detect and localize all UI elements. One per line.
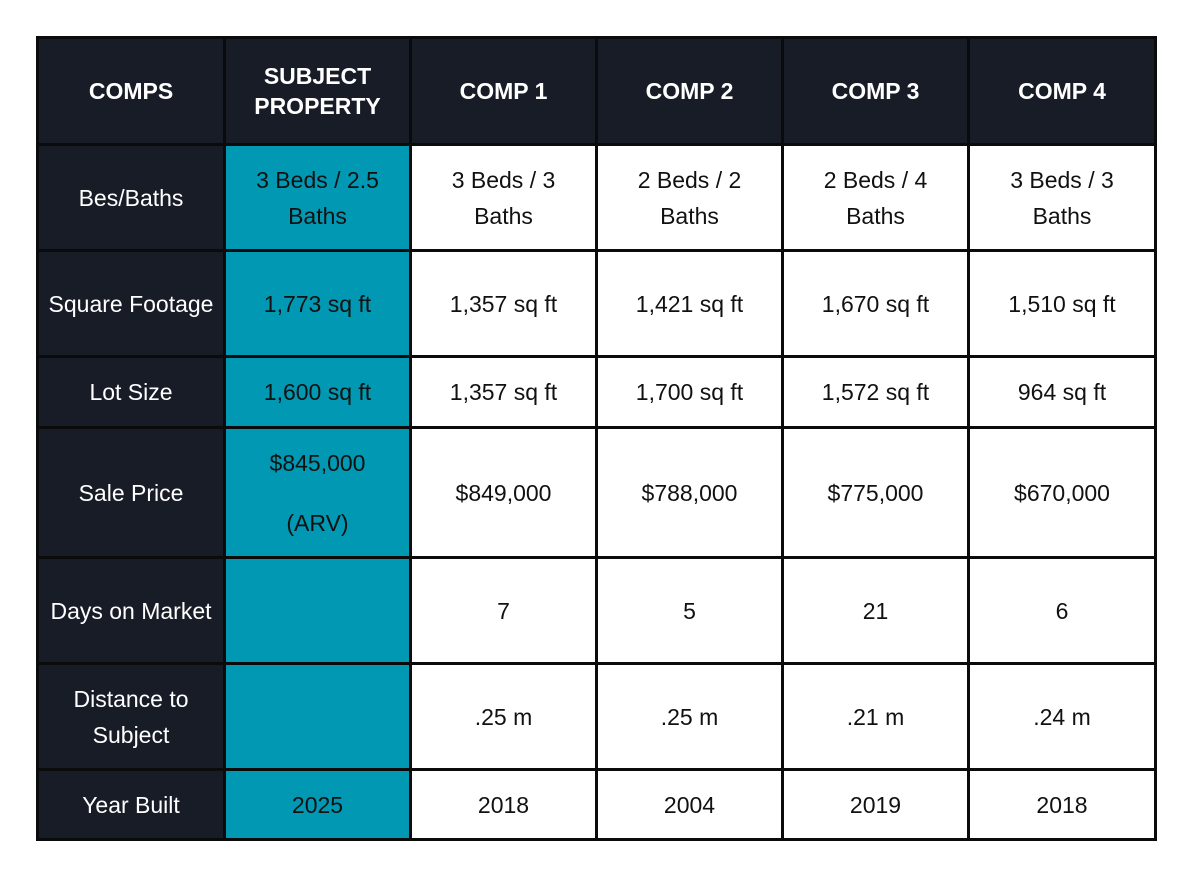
subject-beds-baths: 3 Beds / 2.5 Baths: [223, 143, 412, 252]
table-row-days-on-market: Days on Market 7 5 21 6: [36, 556, 1157, 665]
subject-square-footage: 1,773 sq ft: [223, 249, 412, 358]
table-row-lot-size: Lot Size 1,600 sq ft 1,357 sq ft 1,700 s…: [36, 355, 1157, 429]
comp1-sale-price: $849,000: [409, 426, 598, 559]
comp2-distance: .25 m: [595, 662, 784, 771]
subject-sale-price: $845,000 (ARV): [223, 426, 412, 559]
comp3-beds-baths: 2 Beds / 4 Baths: [781, 143, 970, 252]
comp2-beds-baths: 2 Beds / 2 Baths: [595, 143, 784, 252]
header-comp-3: COMP 3: [781, 36, 970, 146]
row-label-year-built: Year Built: [36, 768, 226, 841]
comp3-days-on-market: 21: [781, 556, 970, 665]
table-row-square-footage: Square Footage 1,773 sq ft 1,357 sq ft 1…: [36, 249, 1157, 358]
table-row-beds-baths: Bes/Baths 3 Beds / 2.5 Baths 3 Beds / 3 …: [36, 143, 1157, 252]
row-label-sale-price: Sale Price: [36, 426, 226, 559]
comp2-square-footage: 1,421 sq ft: [595, 249, 784, 358]
comp1-year-built: 2018: [409, 768, 598, 841]
comp4-sale-price: $670,000: [967, 426, 1157, 559]
row-label-square-footage: Square Footage: [36, 249, 226, 358]
comp3-distance: .21 m: [781, 662, 970, 771]
comp4-days-on-market: 6: [967, 556, 1157, 665]
comp2-year-built: 2004: [595, 768, 784, 841]
comp4-year-built: 2018: [967, 768, 1157, 841]
table-row-distance: Distance to Subject .25 m .25 m .21 m .2…: [36, 662, 1157, 771]
header-row: COMPS SUBJECT PROPERTY COMP 1 COMP 2 COM…: [36, 36, 1157, 146]
comp4-square-footage: 1,510 sq ft: [967, 249, 1157, 358]
row-label-days-on-market: Days on Market: [36, 556, 226, 665]
comp3-year-built: 2019: [781, 768, 970, 841]
header-subject-line1: SUBJECT: [263, 63, 372, 89]
comp4-distance: .24 m: [967, 662, 1157, 771]
subject-distance: [223, 662, 412, 771]
subject-year-built: 2025: [223, 768, 412, 841]
header-comp-2: COMP 2: [595, 36, 784, 146]
table-row-sale-price: Sale Price $845,000 (ARV) $849,000 $788,…: [36, 426, 1157, 559]
subject-days-on-market: [223, 556, 412, 665]
subject-sale-price-note: (ARV): [286, 509, 349, 536]
subject-lot-size: 1,600 sq ft: [223, 355, 412, 429]
header-subject-line2: PROPERTY: [254, 93, 381, 119]
comp3-sale-price: $775,000: [781, 426, 970, 559]
comp4-lot-size: 964 sq ft: [967, 355, 1157, 429]
comp1-beds-baths: 3 Beds / 3 Baths: [409, 143, 598, 252]
row-label-distance: Distance to Subject: [36, 662, 226, 771]
header-comp-1: COMP 1: [409, 36, 598, 146]
comp1-days-on-market: 7: [409, 556, 598, 665]
comp3-lot-size: 1,572 sq ft: [781, 355, 970, 429]
comp1-square-footage: 1,357 sq ft: [409, 249, 598, 358]
row-label-beds-baths: Bes/Baths: [36, 143, 226, 252]
comp4-beds-baths: 3 Beds / 3 Baths: [967, 143, 1157, 252]
subject-sale-price-value: $845,000: [269, 449, 366, 476]
header-subject-property: SUBJECT PROPERTY: [223, 36, 412, 146]
header-comps: COMPS: [36, 36, 226, 146]
comp2-sale-price: $788,000: [595, 426, 784, 559]
header-comp-4: COMP 4: [967, 36, 1157, 146]
comp3-square-footage: 1,670 sq ft: [781, 249, 970, 358]
comp1-lot-size: 1,357 sq ft: [409, 355, 598, 429]
comp2-lot-size: 1,700 sq ft: [595, 355, 784, 429]
comp2-days-on-market: 5: [595, 556, 784, 665]
table-row-year-built: Year Built 2025 2018 2004 2019 2018: [36, 768, 1157, 841]
comp1-distance: .25 m: [409, 662, 598, 771]
comps-table: COMPS SUBJECT PROPERTY COMP 1 COMP 2 COM…: [36, 36, 1157, 841]
row-label-lot-size: Lot Size: [36, 355, 226, 429]
